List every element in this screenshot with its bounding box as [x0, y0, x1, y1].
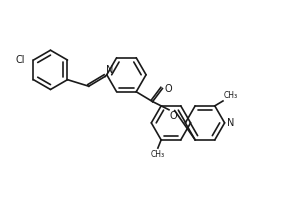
Text: O: O	[164, 84, 172, 94]
Text: CH₃: CH₃	[151, 150, 165, 159]
Text: CH₃: CH₃	[224, 91, 238, 100]
Text: N: N	[106, 65, 113, 75]
Text: Cl: Cl	[16, 55, 25, 65]
Text: O: O	[170, 111, 177, 121]
Text: N: N	[227, 118, 234, 128]
